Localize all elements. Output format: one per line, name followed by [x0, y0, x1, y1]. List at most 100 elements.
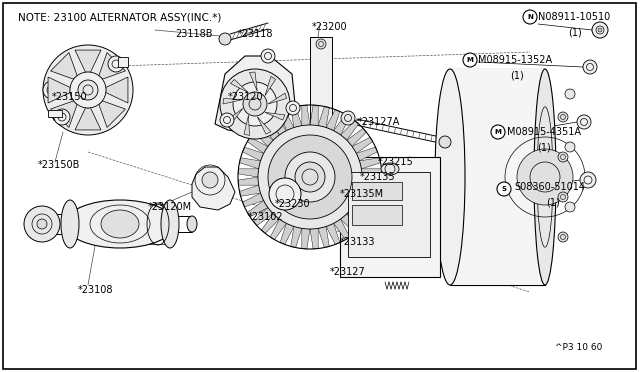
FancyBboxPatch shape — [352, 182, 402, 200]
Circle shape — [243, 92, 267, 116]
Circle shape — [577, 115, 591, 129]
Polygon shape — [280, 110, 294, 131]
Circle shape — [233, 82, 277, 126]
Circle shape — [491, 125, 505, 139]
Circle shape — [258, 125, 362, 229]
Text: *23127: *23127 — [330, 267, 365, 277]
Circle shape — [580, 172, 596, 188]
Polygon shape — [270, 219, 286, 240]
Polygon shape — [347, 208, 366, 226]
Text: ^P3 10 60: ^P3 10 60 — [555, 343, 602, 352]
Circle shape — [220, 69, 290, 139]
Text: *23215: *23215 — [378, 157, 413, 167]
Polygon shape — [75, 50, 101, 72]
Circle shape — [565, 89, 575, 99]
Text: M: M — [467, 57, 474, 63]
Circle shape — [316, 39, 326, 49]
FancyBboxPatch shape — [348, 172, 430, 257]
Polygon shape — [362, 169, 382, 177]
Circle shape — [268, 135, 352, 219]
Polygon shape — [239, 185, 260, 196]
Text: 23118B: 23118B — [175, 29, 212, 39]
Text: (1): (1) — [546, 197, 560, 207]
Circle shape — [341, 111, 355, 125]
Polygon shape — [326, 110, 340, 131]
Polygon shape — [450, 69, 545, 285]
Polygon shape — [253, 208, 273, 226]
Polygon shape — [48, 47, 128, 130]
Ellipse shape — [61, 200, 79, 248]
Ellipse shape — [65, 200, 175, 248]
Circle shape — [286, 101, 300, 115]
Ellipse shape — [101, 210, 139, 238]
Circle shape — [78, 80, 98, 100]
Polygon shape — [239, 158, 260, 169]
Text: M08915-1352A: M08915-1352A — [478, 55, 552, 65]
Text: *23230: *23230 — [275, 199, 310, 209]
Polygon shape — [48, 110, 62, 117]
Polygon shape — [265, 76, 276, 96]
Text: *23120M: *23120M — [148, 202, 192, 212]
Circle shape — [202, 172, 218, 188]
Circle shape — [220, 113, 234, 127]
Circle shape — [219, 33, 231, 45]
Circle shape — [558, 112, 568, 122]
Polygon shape — [291, 227, 302, 247]
Circle shape — [583, 60, 597, 74]
Circle shape — [54, 109, 70, 125]
Polygon shape — [51, 101, 77, 128]
Polygon shape — [243, 147, 264, 161]
Polygon shape — [261, 121, 280, 140]
FancyBboxPatch shape — [352, 205, 402, 225]
Polygon shape — [340, 121, 358, 140]
Polygon shape — [362, 177, 382, 185]
Polygon shape — [192, 167, 235, 210]
FancyBboxPatch shape — [310, 37, 332, 132]
Circle shape — [43, 81, 61, 99]
Circle shape — [108, 56, 124, 72]
Polygon shape — [243, 193, 264, 207]
Polygon shape — [99, 52, 125, 79]
Text: *23118: *23118 — [238, 29, 273, 39]
Polygon shape — [333, 219, 349, 240]
Circle shape — [43, 45, 133, 135]
Polygon shape — [48, 77, 70, 103]
Polygon shape — [360, 158, 381, 169]
Circle shape — [463, 53, 477, 67]
Circle shape — [565, 202, 575, 212]
Circle shape — [517, 149, 573, 205]
Text: *23127A: *23127A — [358, 117, 401, 127]
Circle shape — [558, 152, 568, 162]
Circle shape — [565, 142, 575, 152]
Ellipse shape — [381, 163, 399, 175]
Circle shape — [37, 219, 47, 229]
Polygon shape — [268, 93, 287, 104]
Ellipse shape — [187, 216, 197, 232]
Text: NOTE: 23100 ALTERNATOR ASSY(INC.*): NOTE: 23100 ALTERNATOR ASSY(INC.*) — [18, 12, 221, 22]
Polygon shape — [51, 52, 77, 79]
Polygon shape — [75, 108, 101, 130]
Polygon shape — [223, 99, 243, 104]
Circle shape — [558, 232, 568, 242]
Circle shape — [439, 136, 451, 148]
Polygon shape — [356, 147, 378, 161]
Polygon shape — [347, 128, 366, 147]
Text: M: M — [495, 129, 501, 135]
Text: (1): (1) — [537, 142, 551, 152]
Text: *23135: *23135 — [360, 172, 396, 182]
Polygon shape — [310, 105, 318, 126]
Polygon shape — [302, 105, 310, 126]
Polygon shape — [310, 228, 318, 249]
Polygon shape — [250, 72, 257, 91]
Text: (1): (1) — [510, 70, 524, 80]
Text: N08911-10510: N08911-10510 — [538, 12, 611, 22]
FancyBboxPatch shape — [340, 157, 440, 277]
Ellipse shape — [161, 200, 179, 248]
Polygon shape — [318, 227, 329, 247]
Polygon shape — [99, 101, 125, 128]
Polygon shape — [318, 106, 329, 128]
Text: S08360-51014: S08360-51014 — [514, 182, 585, 192]
Polygon shape — [340, 214, 358, 233]
Polygon shape — [333, 114, 349, 135]
Text: *23150B: *23150B — [38, 160, 81, 170]
